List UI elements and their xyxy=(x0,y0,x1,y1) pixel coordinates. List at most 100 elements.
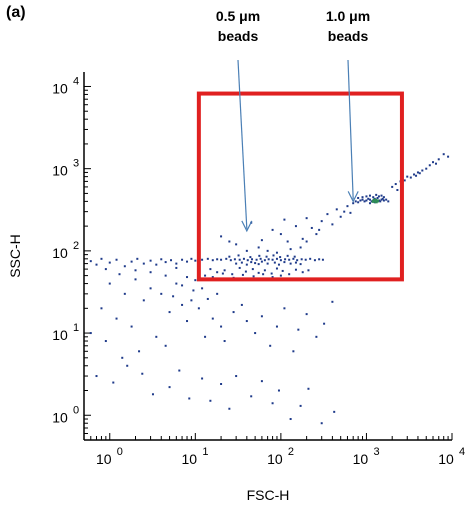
x-tick-exponent: 4 xyxy=(459,446,465,458)
annotation-arrow-shaft xyxy=(237,59,248,229)
data-point xyxy=(251,258,254,261)
data-point xyxy=(442,153,445,156)
data-point xyxy=(279,259,282,262)
x-tick-label: 10 xyxy=(182,451,198,467)
data-point xyxy=(121,356,124,359)
data-point xyxy=(258,254,261,257)
data-point xyxy=(307,387,310,390)
y-tick-label: 10 xyxy=(52,245,68,261)
annotation-large-beads-line1: 1.0 μm xyxy=(325,8,371,24)
x-tick-exponent: 3 xyxy=(373,446,379,458)
data-point xyxy=(292,257,295,260)
annotation-large-beads: 1.0 μm beads xyxy=(308,6,388,46)
data-point xyxy=(149,287,152,290)
data-point xyxy=(112,381,115,384)
data-point xyxy=(309,257,312,260)
data-point xyxy=(235,243,238,246)
data-point xyxy=(315,233,318,236)
data-point xyxy=(178,369,181,372)
data-point xyxy=(245,320,248,323)
data-point xyxy=(434,162,437,165)
data-point xyxy=(241,273,244,276)
data-point xyxy=(257,263,260,266)
data-point xyxy=(251,268,254,271)
data-point xyxy=(406,175,409,178)
data-point xyxy=(421,169,424,172)
data-point xyxy=(294,225,297,228)
data-point xyxy=(206,297,209,300)
data-point xyxy=(357,201,360,204)
data-point xyxy=(310,226,313,229)
data-point xyxy=(305,313,308,316)
data-point xyxy=(164,261,167,264)
data-point xyxy=(279,256,282,259)
data-point xyxy=(228,407,231,410)
data-point xyxy=(229,259,232,262)
data-point xyxy=(260,315,263,318)
data-point xyxy=(260,260,263,263)
data-point xyxy=(188,397,191,400)
data-point xyxy=(368,202,371,205)
data-point xyxy=(108,282,111,285)
data-point xyxy=(315,335,318,338)
data-point xyxy=(95,375,98,378)
data-point xyxy=(320,220,323,223)
data-point xyxy=(211,317,214,320)
data-point xyxy=(250,261,253,264)
data-point xyxy=(387,200,390,203)
data-point xyxy=(201,258,204,261)
data-point xyxy=(271,228,274,231)
data-point xyxy=(313,259,316,262)
data-point xyxy=(323,322,326,325)
data-point xyxy=(299,246,302,249)
data-point xyxy=(437,158,440,161)
data-point xyxy=(186,260,189,263)
annotation-arrow-head xyxy=(347,191,359,203)
y-tick-label: 10 xyxy=(52,409,68,425)
data-point xyxy=(289,418,292,421)
annotation-small-beads: 0.5 μm beads xyxy=(198,6,278,46)
data-point xyxy=(104,340,107,343)
data-point xyxy=(223,269,226,272)
data-point xyxy=(220,258,223,261)
data-point xyxy=(175,262,178,265)
data-point xyxy=(271,402,274,405)
data-point xyxy=(89,260,92,263)
data-point xyxy=(216,292,219,295)
data-point xyxy=(361,196,364,199)
data-point xyxy=(262,273,265,276)
y-tick-label: 10 xyxy=(52,80,68,96)
data-point xyxy=(283,307,286,310)
data-point xyxy=(104,268,107,271)
data-point xyxy=(275,267,278,270)
data-point xyxy=(269,344,272,347)
data-point xyxy=(164,274,167,277)
data-point xyxy=(318,228,321,231)
data-point xyxy=(257,271,260,274)
y-tick-exponent: 3 xyxy=(73,158,79,170)
data-point xyxy=(286,240,289,243)
arrow-layer xyxy=(237,59,359,233)
data-point xyxy=(209,268,212,271)
data-point xyxy=(333,410,336,413)
data-point xyxy=(235,262,238,265)
data-point xyxy=(385,198,388,201)
data-point xyxy=(190,257,193,260)
x-tick-label: 10 xyxy=(438,451,454,467)
data-point xyxy=(382,199,385,202)
data-point xyxy=(267,258,270,261)
data-point xyxy=(204,335,207,338)
data-point xyxy=(297,328,300,331)
data-point xyxy=(301,271,304,274)
data-point xyxy=(233,258,236,261)
data-point xyxy=(123,265,126,268)
data-point xyxy=(254,262,257,265)
data-point xyxy=(155,263,158,266)
data-point xyxy=(115,317,118,320)
data-point xyxy=(206,257,209,260)
data-point xyxy=(164,344,167,347)
data-point xyxy=(277,389,280,392)
data-point xyxy=(300,258,303,261)
annotation-large-beads-line2: beads xyxy=(327,28,369,44)
